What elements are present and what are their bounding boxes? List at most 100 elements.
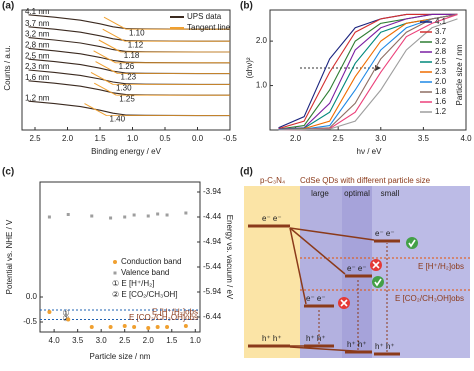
legend-label: 4.1 [435, 17, 447, 26]
tangent-line [102, 28, 125, 42]
y-tick-label: 2.0 [256, 36, 268, 45]
tangent-value: 1.23 [121, 73, 137, 82]
diagram: (d) p-C₃N₄ CdSe QDs with different parti… [240, 167, 470, 358]
x-tick-label: 1.5 [166, 336, 178, 345]
legend-label: 2.8 [435, 47, 447, 56]
x-tick-label: 1.5 [94, 134, 106, 143]
y-tick-label: -0.5 [23, 317, 37, 326]
x-tick-label: -0.5 [223, 134, 237, 143]
series-line [278, 13, 458, 130]
x-tick-label: 2.5 [119, 336, 131, 345]
point [123, 215, 127, 219]
x-tick-label: 1.0 [190, 336, 202, 345]
point [90, 214, 94, 218]
y2-tick-label: -5.44 [203, 262, 222, 271]
holes: h⁺ h⁺ [375, 342, 395, 351]
column-bg [372, 186, 470, 358]
x-tick-label: 3.0 [96, 336, 108, 345]
y2-tick-label: -6.44 [203, 312, 222, 321]
cross-icon [370, 259, 382, 271]
tangent-value: 1.25 [119, 94, 135, 103]
holes: h⁺ h⁺ [262, 334, 282, 343]
holes: h⁺ h⁺ [347, 340, 367, 349]
series-line [278, 13, 458, 130]
diagram-title: CdSe QDs with different particle size [300, 176, 431, 185]
tangent-line [84, 103, 107, 117]
point [146, 214, 150, 218]
donor-region [244, 186, 300, 358]
legend-label: 1.8 [435, 87, 447, 96]
y2-tick-label: -4.94 [203, 237, 222, 246]
series-label: 2.3 nm [25, 62, 50, 71]
x-tick-label: 0.0 [192, 134, 204, 143]
column-bg [300, 186, 342, 358]
x-tick-label: 3.5 [72, 336, 84, 345]
y-axis-label: (αhν)² [245, 57, 254, 78]
plot-frame [21, 9, 231, 131]
y-axis-label: Counts / a.u. [3, 45, 12, 90]
reference-label: E [H⁺/H₂]obs [152, 308, 198, 317]
x-tick-label: 4.0 [460, 134, 472, 143]
electrons: e⁻ e⁻ [375, 229, 395, 238]
point [108, 325, 113, 329]
holes: h⁺ h⁺ [306, 334, 326, 343]
y-axis-label: Potential vs. NHE / V [5, 219, 14, 294]
plot-frame [269, 9, 467, 131]
series-line [28, 100, 230, 117]
panel-label: (c) [2, 167, 14, 178]
legend-swatch [113, 260, 117, 264]
excitation [318, 243, 388, 352]
legend-label: 2.5 [435, 57, 447, 66]
point [165, 213, 169, 217]
series-label: 1.6 nm [25, 73, 50, 82]
reference-marker: ② [62, 314, 69, 323]
x-tick-label: 2.0 [290, 134, 302, 143]
series-label: 1.2 nm [25, 93, 50, 102]
x-tick-label: 1.0 [127, 134, 139, 143]
series-label: 3.7 nm [25, 19, 50, 28]
point [122, 324, 127, 328]
legend-label: 2.0 [435, 77, 447, 86]
series-line [278, 13, 458, 131]
x-tick-label: 2.5 [333, 134, 345, 143]
legend-label: Valence band [121, 268, 169, 277]
tangent-line [94, 82, 117, 96]
electrons: e⁻ e⁻ [306, 294, 326, 303]
legend-label: 1.2 [435, 107, 447, 116]
point [183, 324, 188, 328]
level-label: E [CO₂/CH₃OH]obs [395, 294, 464, 303]
point [66, 317, 71, 322]
x-tick-label: 3.0 [375, 134, 387, 143]
x-axis-label: Binding energy / eV [91, 147, 161, 156]
point [89, 325, 94, 329]
plot-frame [39, 181, 201, 333]
series-label: 3.2 nm [25, 30, 50, 39]
series-label: 2.5 nm [25, 51, 50, 60]
column-bg [342, 186, 372, 358]
x-axis-label: Particle size / nm [90, 352, 151, 361]
tangent-line [90, 71, 114, 85]
cross-icon [338, 297, 350, 309]
tangent-line [98, 39, 122, 53]
legend-label: 2.3 [435, 67, 447, 76]
reference-label: E [CO₂/CH₃OH]obs [129, 313, 198, 322]
x-tick-label: 3.5 [418, 134, 430, 143]
x-tick-label: 2.5 [29, 134, 41, 143]
electrons: e⁻ e⁻ [262, 214, 282, 223]
check-icon [372, 276, 384, 288]
panel-label: (b) [240, 1, 253, 12]
y-tick-label: 0.0 [26, 292, 38, 301]
tangent-value: 1.10 [129, 28, 145, 37]
y2-axis-label: Energy vs. vacuum / eV [225, 215, 234, 300]
tangent-value: 1.18 [124, 51, 140, 60]
legend-label: 3.7 [435, 27, 447, 36]
point [109, 216, 113, 220]
y2-tick-label: -4.44 [203, 212, 222, 221]
series-label: 4.1 nm [25, 7, 50, 16]
tangent-value: 1.30 [116, 84, 132, 93]
transfer-arrows [289, 227, 375, 353]
x-tick-label: 2.0 [143, 336, 155, 345]
tangent-line [103, 16, 127, 30]
x-tick-label: 4.0 [49, 336, 61, 345]
